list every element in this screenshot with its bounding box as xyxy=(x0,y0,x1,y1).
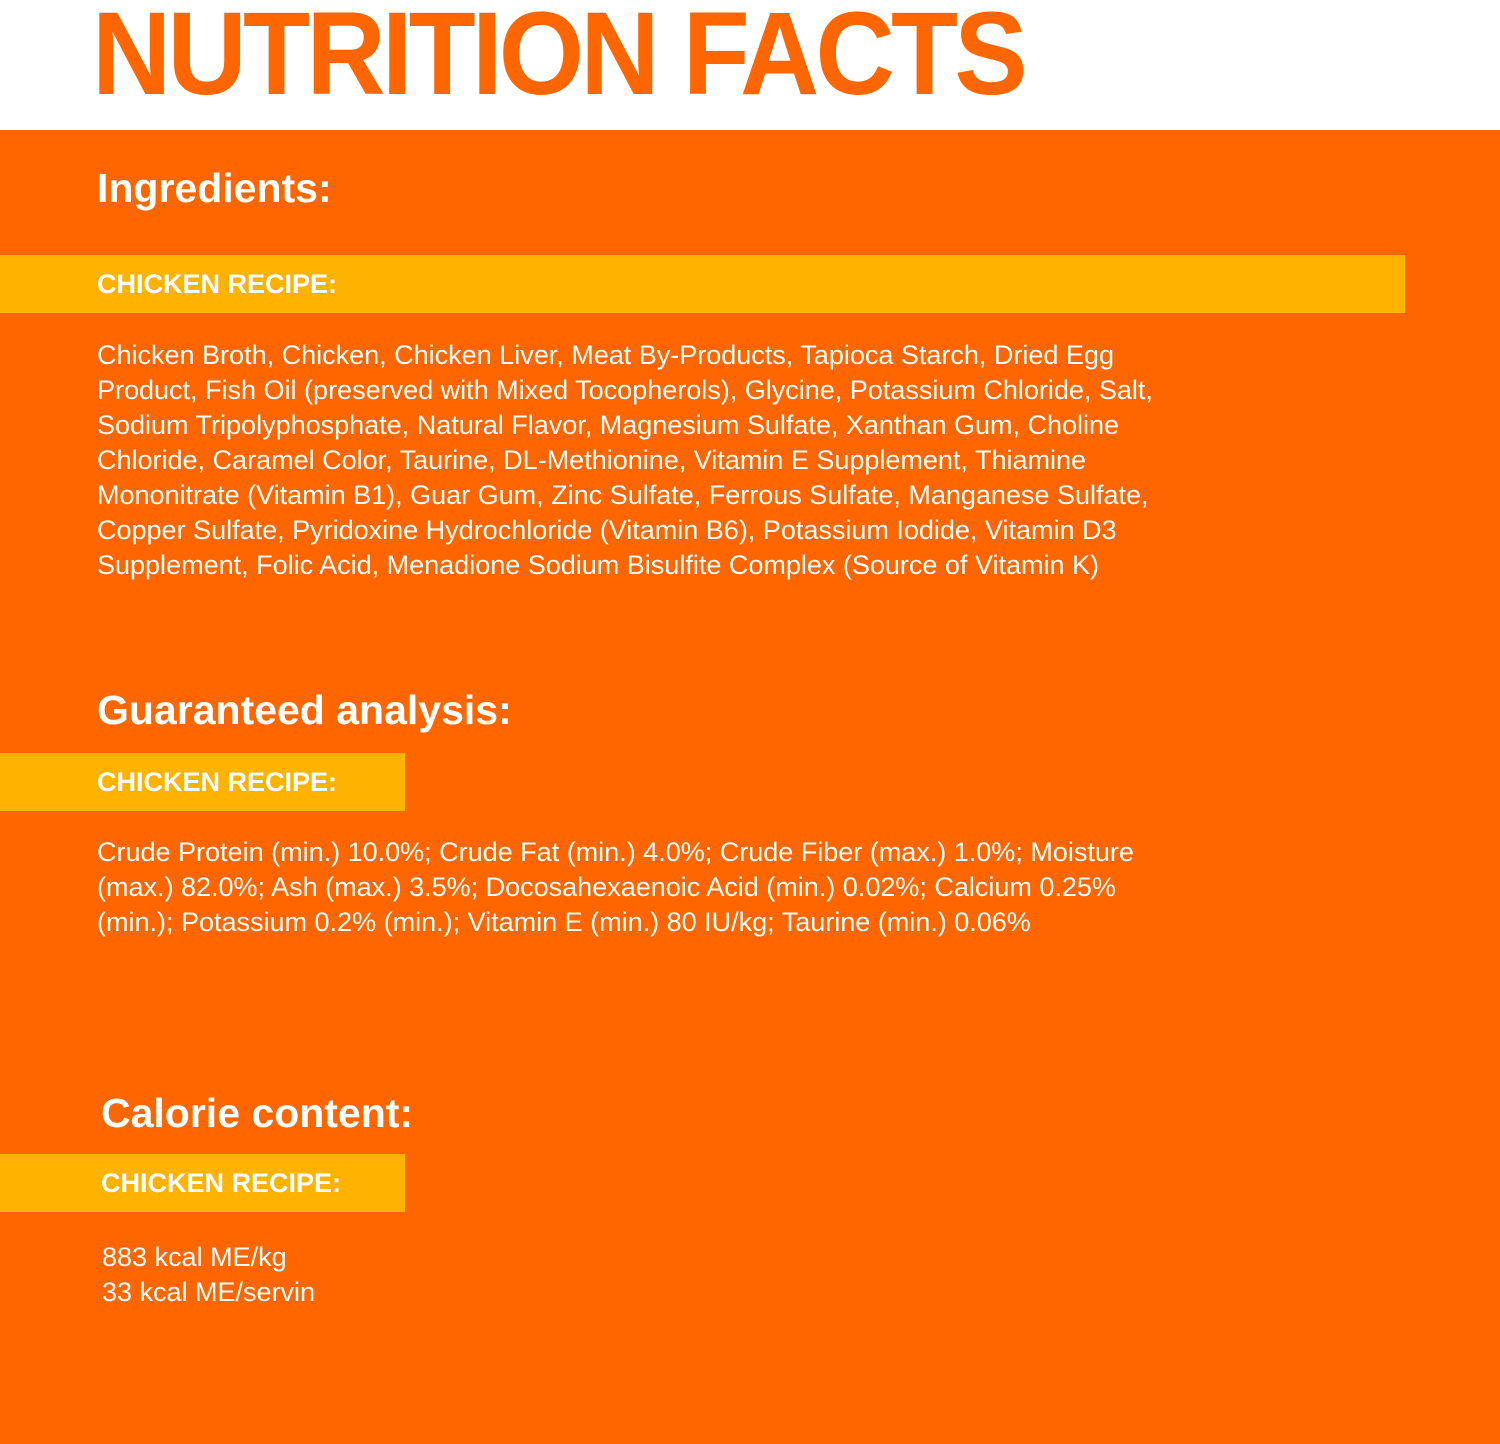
analysis-recipe-label: CHICKEN RECIPE: xyxy=(97,767,338,797)
text-line: Product, Fish Oil (preserved with Mixed … xyxy=(97,375,1153,405)
calories-recipe-label: CHICKEN RECIPE: xyxy=(101,1168,342,1198)
calories-text: 883 kcal ME/kg 33 kcal ME/servin xyxy=(102,1240,315,1310)
ingredients-heading: Ingredients: xyxy=(97,165,332,211)
text-line: Mononitrate (Vitamin B1), Guar Gum, Zinc… xyxy=(97,480,1149,510)
text-line: Sodium Tripolyphosphate, Natural Flavor,… xyxy=(97,410,1120,440)
analysis-recipe-band: CHICKEN RECIPE: xyxy=(0,753,405,811)
header: NUTRITION FACTS xyxy=(0,0,1500,130)
analysis-heading: Guaranteed analysis: xyxy=(97,687,512,733)
text-line: Supplement, Folic Acid, Menadione Sodium… xyxy=(97,550,1099,580)
page-title: NUTRITION FACTS xyxy=(92,0,1028,120)
text-line: 883 kcal ME/kg xyxy=(102,1242,287,1272)
calories-heading: Calorie content: xyxy=(101,1090,414,1136)
text-line: Chicken Broth, Chicken, Chicken Liver, M… xyxy=(97,340,1114,370)
ingredients-recipe-band: CHICKEN RECIPE: xyxy=(0,255,1405,313)
text-line: Crude Protein (min.) 10.0%; Crude Fat (m… xyxy=(97,837,1134,867)
calories-recipe-band: CHICKEN RECIPE: xyxy=(0,1154,405,1212)
analysis-text: Crude Protein (min.) 10.0%; Crude Fat (m… xyxy=(97,835,1134,940)
text-line: (min.); Potassium 0.2% (min.); Vitamin E… xyxy=(97,907,1031,937)
ingredients-text: Chicken Broth, Chicken, Chicken Liver, M… xyxy=(97,338,1153,583)
text-line: Copper Sulfate, Pyridoxine Hydrochloride… xyxy=(97,515,1117,545)
text-line: Chloride, Caramel Color, Taurine, DL-Met… xyxy=(97,445,1086,475)
text-line: (max.) 82.0%; Ash (max.) 3.5%; Docosahex… xyxy=(97,872,1116,902)
text-line: 33 kcal ME/servin xyxy=(102,1277,316,1307)
ingredients-recipe-label: CHICKEN RECIPE: xyxy=(97,269,338,299)
